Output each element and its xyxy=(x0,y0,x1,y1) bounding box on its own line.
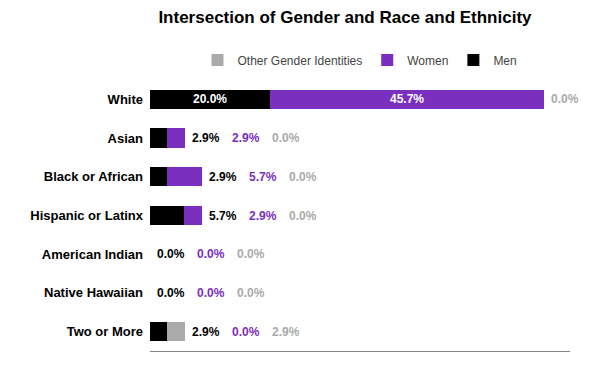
svg-text:Native Hawaiian: Native Hawaiian xyxy=(44,285,143,300)
svg-text:Asian: Asian xyxy=(108,131,143,146)
svg-text:0.0%: 0.0% xyxy=(289,170,317,184)
svg-text:20.0%: 20.0% xyxy=(193,92,227,106)
svg-text:2.9%: 2.9% xyxy=(209,170,237,184)
svg-text:Hispanic or Latinx: Hispanic or Latinx xyxy=(30,208,143,223)
svg-text:0.0%: 0.0% xyxy=(237,247,265,261)
svg-text:Men: Men xyxy=(493,54,516,68)
svg-text:2.9%: 2.9% xyxy=(232,131,260,145)
svg-text:0.0%: 0.0% xyxy=(551,92,579,106)
svg-text:Intersection of Gender and Rac: Intersection of Gender and Race and Ethn… xyxy=(158,8,532,27)
svg-text:5.7%: 5.7% xyxy=(209,209,237,223)
svg-text:American Indian: American Indian xyxy=(42,247,143,262)
svg-text:2.9%: 2.9% xyxy=(272,325,300,339)
svg-text:2.9%: 2.9% xyxy=(192,131,220,145)
svg-text:0.0%: 0.0% xyxy=(289,209,317,223)
svg-text:Black or African: Black or African xyxy=(44,169,143,184)
svg-text:Other Gender Identities: Other Gender Identities xyxy=(238,54,363,68)
svg-text:0.0%: 0.0% xyxy=(272,131,300,145)
svg-text:0.0%: 0.0% xyxy=(237,286,265,300)
svg-text:0.0%: 0.0% xyxy=(197,247,225,261)
svg-text:0.0%: 0.0% xyxy=(197,286,225,300)
svg-text:2.9%: 2.9% xyxy=(249,209,277,223)
svg-text:0.0%: 0.0% xyxy=(232,325,260,339)
svg-text:0.0%: 0.0% xyxy=(157,286,185,300)
svg-text:0.0%: 0.0% xyxy=(157,247,185,261)
svg-text:Women: Women xyxy=(407,54,448,68)
svg-text:5.7%: 5.7% xyxy=(249,170,277,184)
svg-text:2.9%: 2.9% xyxy=(192,325,220,339)
svg-text:White: White xyxy=(108,92,143,107)
svg-text:Two or More: Two or More xyxy=(67,324,143,339)
svg-text:45.7%: 45.7% xyxy=(390,92,424,106)
